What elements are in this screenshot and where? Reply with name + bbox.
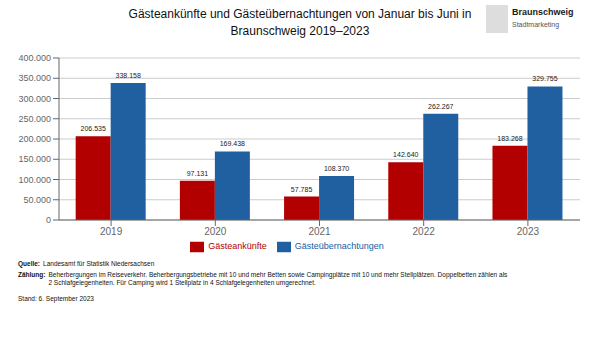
svg-text:2021: 2021 xyxy=(308,226,331,237)
svg-text:262.267: 262.267 xyxy=(428,103,453,110)
svg-text:400.000: 400.000 xyxy=(18,53,51,63)
svg-text:350.000: 350.000 xyxy=(18,73,51,83)
html-text:Gästeankünfte und Gästeübernac: Gästeankünfte und Gästeübernachtungen vo… xyxy=(128,7,472,21)
html-text:Braunschweig: Braunschweig xyxy=(512,7,574,17)
svg-text:2023: 2023 xyxy=(517,226,540,237)
svg-text:108.370: 108.370 xyxy=(324,165,349,172)
svg-text:200.000: 200.000 xyxy=(18,134,51,144)
html-text:Gästeankünfte: Gästeankünfte xyxy=(208,241,267,252)
html-text:Landesamt für Statistik Nieder: Landesamt für Statistik Niedersachsen xyxy=(43,260,155,267)
html-text:Gästeübernachtungen: Gästeübernachtungen xyxy=(294,241,384,252)
svg-text:2019: 2019 xyxy=(100,226,123,237)
svg-text:300.000: 300.000 xyxy=(18,94,51,104)
svg-text:206.535: 206.535 xyxy=(81,125,106,132)
svg-text:142.640: 142.640 xyxy=(393,151,418,158)
svg-text:338.158: 338.158 xyxy=(116,72,141,79)
svg-text:57.785: 57.785 xyxy=(291,186,313,193)
svg-text:50.000: 50.000 xyxy=(23,195,51,205)
svg-text:183.268: 183.268 xyxy=(497,135,522,142)
svg-text:250.000: 250.000 xyxy=(18,114,51,124)
svg-text:100.000: 100.000 xyxy=(18,175,51,185)
html-text:Stadtmarketing: Stadtmarketing xyxy=(512,21,560,28)
html-text:Quelle:: Quelle: xyxy=(18,260,40,267)
svg-text:169.438: 169.438 xyxy=(220,140,245,147)
svg-text:0: 0 xyxy=(46,215,51,225)
html-text:Braunschweig 2019–2023: Braunschweig 2019–2023 xyxy=(230,23,370,38)
svg-text:97.131: 97.131 xyxy=(187,170,209,177)
html-text:Zählung: Beherbergungen im Rei: Zählung: Beherbergungen im Reiseverkehr.… xyxy=(18,271,508,287)
svg-text:329.755: 329.755 xyxy=(532,75,557,82)
html-text:Stand: 6. September 2023: Stand: 6. September 2023 xyxy=(18,295,94,302)
svg-text:150.000: 150.000 xyxy=(18,154,51,164)
svg-text:2022: 2022 xyxy=(413,226,436,237)
svg-text:2020: 2020 xyxy=(204,226,227,237)
